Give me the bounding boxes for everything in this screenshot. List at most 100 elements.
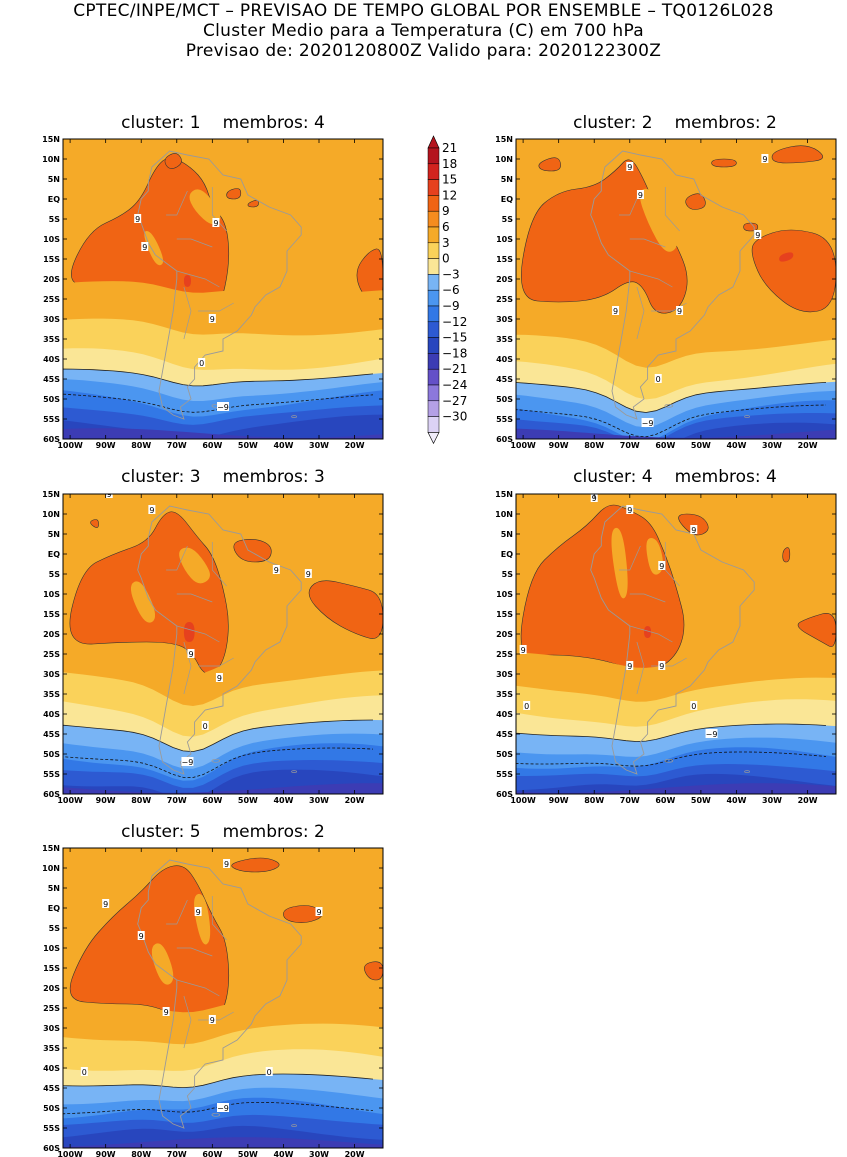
country-border bbox=[619, 190, 641, 216]
contour-label: 0 bbox=[203, 722, 208, 731]
country-border bbox=[183, 995, 192, 1049]
country-border bbox=[166, 545, 188, 571]
lat-label: 40S bbox=[496, 710, 513, 719]
lon-label: 100W bbox=[57, 1150, 83, 1157]
contour-label-bg bbox=[181, 757, 194, 766]
temperature-region bbox=[364, 961, 383, 981]
country-border bbox=[176, 979, 220, 997]
lat-label: 35S bbox=[43, 335, 60, 344]
contour-label-bg bbox=[754, 230, 762, 239]
lat-label: 25S bbox=[43, 295, 60, 304]
header-line-3: Previsao de: 2020120800Z Valido para: 20… bbox=[185, 41, 662, 61]
colorbar-label: −3 bbox=[442, 267, 460, 281]
contour-label-bg bbox=[134, 214, 142, 223]
panel-title-4: cluster: 4 membros: 4 bbox=[573, 467, 777, 487]
lat-label: 55S bbox=[496, 415, 513, 424]
lon-label: 30W bbox=[309, 441, 329, 450]
lon-label: 70W bbox=[620, 441, 640, 450]
lat-label: 55S bbox=[496, 770, 513, 779]
lon-label: 80W bbox=[131, 796, 151, 805]
contour-minus-nine bbox=[63, 1102, 374, 1115]
country-border bbox=[619, 545, 641, 571]
contour-label-bg bbox=[212, 218, 220, 227]
lat-label: 10N bbox=[42, 510, 60, 519]
lon-label: 90W bbox=[96, 796, 116, 805]
contour-label: 9 bbox=[224, 860, 229, 869]
map-panel-4: 9 9 9 9 9 9 9 0 0 −9 15N 10N 5N EQ 5S 10S 15S 20S 25S 30S 35… bbox=[495, 490, 837, 805]
country-border bbox=[629, 270, 673, 288]
map-panel-5: 9 9 9 9 9 9 9 0 0 −9 15N 10N 5N EQ 5S 10S 15S 20S 25S 30S 35… bbox=[42, 844, 384, 1157]
colorbar-swatch bbox=[427, 163, 440, 180]
country-border bbox=[629, 625, 673, 643]
falklands-outline bbox=[664, 403, 674, 408]
lat-label: EQ bbox=[48, 550, 60, 559]
lat-label: 20S bbox=[43, 984, 60, 993]
country-border bbox=[176, 238, 213, 248]
country-border bbox=[176, 270, 220, 288]
country-border bbox=[183, 641, 192, 695]
colorbar-bottom-arrow bbox=[427, 432, 440, 445]
contour-label-bg bbox=[690, 525, 698, 534]
lat-label: 55S bbox=[43, 1124, 60, 1133]
contour-label: 9 bbox=[659, 662, 664, 671]
country-border bbox=[166, 899, 188, 925]
lat-label: 50S bbox=[496, 750, 513, 759]
temperature-region bbox=[743, 222, 759, 232]
contour-label-bg bbox=[265, 1067, 273, 1076]
contour-label: −9 bbox=[217, 1104, 229, 1113]
lat-label: 5N bbox=[48, 884, 60, 893]
lon-label: 100W bbox=[57, 441, 83, 450]
colorbar-swatch bbox=[427, 242, 440, 259]
lat-label: 30S bbox=[43, 315, 60, 324]
country-border bbox=[176, 625, 220, 643]
lat-label: 15N bbox=[42, 135, 60, 144]
lat-label: 60S bbox=[43, 435, 60, 444]
contour-label-bg bbox=[636, 190, 644, 199]
country-border bbox=[629, 238, 666, 248]
contour-label: 9 bbox=[613, 307, 618, 316]
lat-label: EQ bbox=[501, 195, 513, 204]
temperature-region bbox=[183, 622, 195, 642]
lat-label: 30S bbox=[496, 670, 513, 679]
country-border bbox=[664, 542, 680, 587]
lat-label: 40S bbox=[43, 710, 60, 719]
colorbar-swatch bbox=[427, 321, 440, 338]
lat-label: 25S bbox=[43, 1004, 60, 1013]
lon-label: 20W bbox=[345, 441, 365, 450]
contour-label: 9 bbox=[627, 506, 632, 515]
temperature-region bbox=[611, 527, 628, 599]
lon-label: 90W bbox=[549, 796, 569, 805]
temperature-region bbox=[151, 943, 174, 985]
temperature-region bbox=[179, 547, 210, 584]
lon-label: 100W bbox=[57, 796, 83, 805]
lon-label: 60W bbox=[655, 441, 675, 450]
country-border bbox=[211, 542, 227, 587]
lon-label: 60W bbox=[655, 796, 675, 805]
lon-label: 60W bbox=[202, 796, 222, 805]
country-border bbox=[636, 641, 645, 695]
colorbar-label: −27 bbox=[442, 394, 467, 408]
contour-zero bbox=[63, 719, 374, 753]
country-border bbox=[176, 593, 213, 603]
colorbar-swatch bbox=[427, 416, 440, 433]
lon-label: 20W bbox=[345, 1150, 365, 1157]
lat-label: 30S bbox=[43, 1024, 60, 1033]
colorbar-swatch bbox=[427, 353, 440, 370]
temperature-region bbox=[231, 857, 280, 873]
lat-label: 5N bbox=[48, 530, 60, 539]
country-border bbox=[198, 1011, 234, 1021]
lon-label: 90W bbox=[96, 1150, 116, 1157]
lat-label: 60S bbox=[496, 790, 513, 799]
lon-label: 20W bbox=[798, 441, 818, 450]
lat-label: 20S bbox=[43, 275, 60, 284]
colorbar-label: 12 bbox=[442, 188, 457, 202]
lat-label: 30S bbox=[496, 315, 513, 324]
lon-label: 70W bbox=[620, 796, 640, 805]
contour-label: 9 bbox=[210, 315, 215, 324]
lat-label: 25S bbox=[496, 295, 513, 304]
contour-label: 9 bbox=[638, 191, 643, 200]
contour-label: 9 bbox=[659, 562, 664, 571]
lon-label: 80W bbox=[584, 796, 604, 805]
contour-label: 9 bbox=[592, 494, 597, 503]
